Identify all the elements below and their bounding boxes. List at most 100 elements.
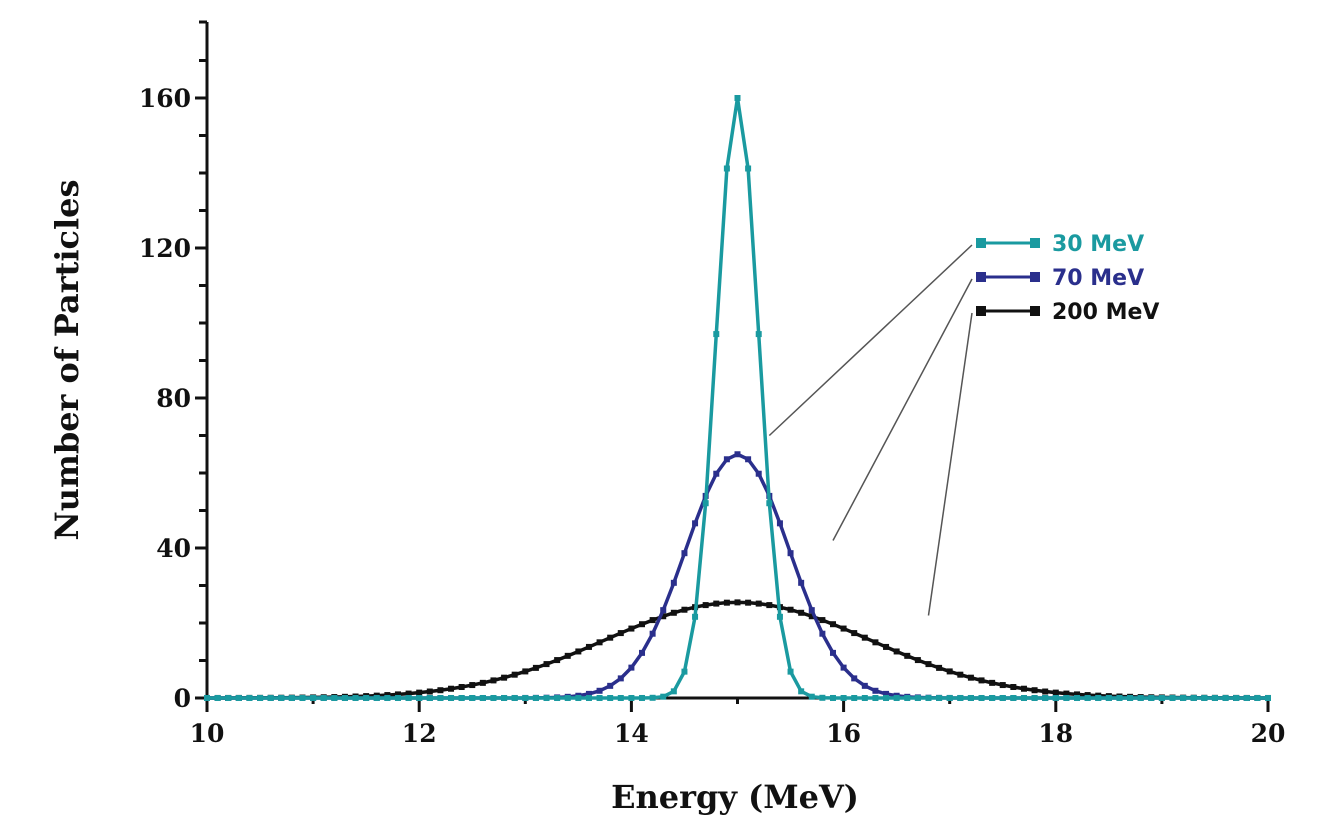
data-marker	[681, 550, 688, 557]
data-marker	[904, 652, 911, 659]
data-marker	[617, 675, 624, 682]
data-marker	[957, 671, 964, 678]
data-marker	[564, 652, 571, 659]
data-marker	[1169, 695, 1176, 701]
data-marker	[490, 695, 497, 701]
data-marker	[490, 677, 497, 684]
data-marker	[1042, 695, 1049, 701]
data-marker	[320, 695, 327, 701]
data-marker	[1074, 695, 1081, 701]
data-marker	[893, 695, 900, 701]
data-marker	[798, 609, 805, 616]
data-marker	[1031, 687, 1038, 694]
data-marker	[235, 695, 242, 701]
legend-label: 200 MeV	[1052, 300, 1159, 325]
data-marker	[713, 331, 720, 338]
data-marker	[946, 668, 953, 675]
leader-line	[927, 312, 973, 616]
data-marker	[851, 694, 858, 701]
data-marker	[585, 690, 592, 697]
data-marker	[755, 331, 762, 338]
series-30-mev	[204, 95, 1271, 701]
data-marker	[723, 456, 730, 463]
data-marker	[787, 606, 794, 613]
data-marker	[607, 634, 614, 641]
data-marker	[745, 599, 752, 606]
data-marker	[1233, 695, 1240, 701]
data-marker	[1063, 695, 1070, 701]
data-marker	[575, 695, 582, 701]
data-marker	[458, 684, 465, 691]
x-tick-label: 16	[826, 719, 861, 748]
data-marker	[681, 668, 688, 675]
data-marker	[851, 675, 858, 682]
data-marker	[1137, 695, 1144, 701]
data-marker	[967, 695, 974, 701]
data-marker	[840, 664, 847, 671]
data-marker	[904, 695, 911, 701]
data-marker	[946, 695, 953, 701]
data-marker	[299, 695, 306, 701]
y-tick-label: 80	[156, 384, 191, 413]
data-marker	[1010, 695, 1017, 701]
data-marker	[723, 599, 730, 606]
data-marker	[426, 688, 433, 695]
data-marker	[861, 682, 868, 689]
legend-label: 70 MeV	[1052, 266, 1144, 291]
data-marker	[246, 695, 253, 701]
data-marker	[341, 695, 348, 701]
legend-label: 30 MeV	[1052, 232, 1144, 257]
data-marker	[787, 668, 794, 675]
data-marker	[713, 470, 720, 477]
data-marker	[628, 625, 635, 632]
data-marker	[734, 451, 741, 458]
data-marker	[1211, 695, 1218, 701]
x-tick-label: 10	[190, 719, 225, 748]
data-marker	[925, 695, 932, 701]
data-marker	[978, 677, 985, 684]
data-marker	[829, 649, 836, 656]
data-marker	[288, 695, 295, 701]
y-tick-label: 120	[139, 234, 191, 263]
data-marker	[1105, 695, 1112, 701]
data-marker	[1052, 689, 1059, 696]
data-marker	[448, 685, 455, 692]
data-marker	[787, 550, 794, 557]
data-marker	[1084, 695, 1091, 701]
data-marker	[660, 693, 667, 700]
data-marker	[532, 695, 539, 701]
data-marker	[575, 648, 582, 655]
data-marker	[660, 613, 667, 620]
data-marker	[883, 695, 890, 701]
data-marker	[511, 671, 518, 678]
data-marker	[522, 695, 529, 701]
data-marker	[617, 630, 624, 637]
data-marker	[1243, 695, 1250, 701]
data-marker	[384, 695, 391, 701]
legend-leader-lines	[768, 244, 973, 616]
data-marker	[1095, 695, 1102, 701]
data-marker	[649, 617, 656, 624]
data-marker	[766, 602, 773, 609]
data-marker	[808, 693, 815, 700]
legend-swatch-marker	[1030, 306, 1040, 316]
data-marker	[1063, 690, 1070, 697]
data-marker	[1254, 695, 1261, 701]
data-marker	[1074, 691, 1081, 698]
data-marker	[331, 695, 338, 701]
data-marker	[1020, 685, 1027, 692]
data-marker	[426, 695, 433, 701]
data-marker	[798, 688, 805, 695]
y-tick-label: 40	[156, 534, 191, 563]
data-marker	[999, 682, 1006, 689]
data-marker	[479, 695, 486, 701]
data-marker	[936, 664, 943, 671]
data-marker	[1222, 695, 1229, 701]
data-marker	[734, 95, 741, 101]
data-marker	[989, 695, 996, 701]
data-marker	[405, 690, 412, 697]
data-marker	[458, 695, 465, 701]
data-marker	[925, 661, 932, 668]
data-marker	[808, 607, 815, 614]
